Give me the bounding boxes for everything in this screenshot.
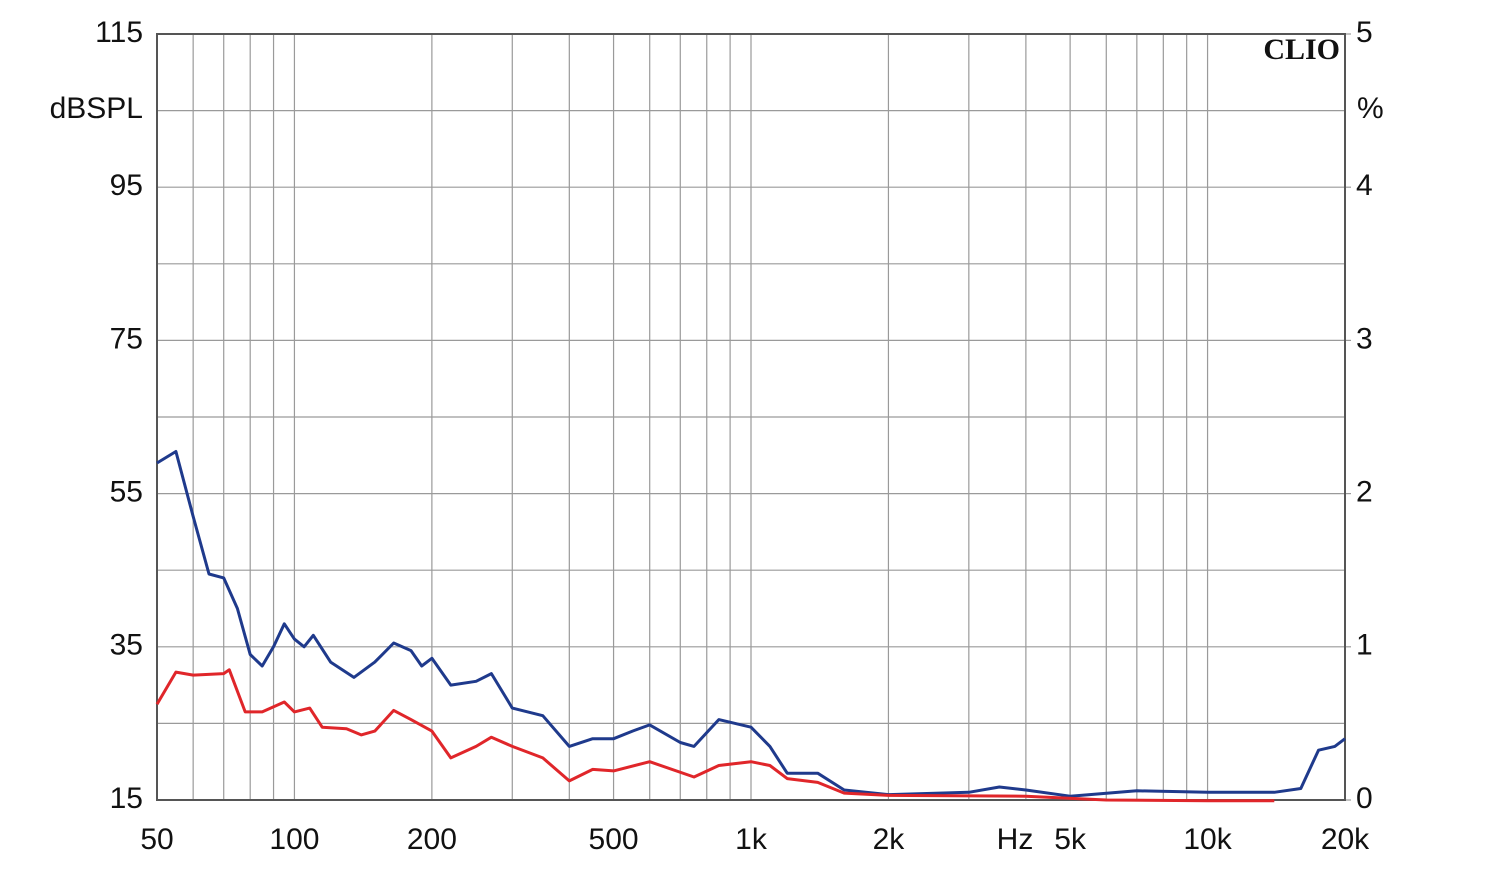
y-tick-label: 35	[110, 629, 143, 662]
x-tick-label: 10k	[1183, 823, 1232, 856]
y-tick-label: 55	[110, 476, 143, 509]
y-tick-label: 115	[95, 16, 143, 49]
y2-tick-label: 2	[1356, 476, 1373, 509]
x-tick-label: 20k	[1321, 823, 1370, 856]
y2-tick-label: 1	[1356, 629, 1373, 662]
y-tick-label: 75	[110, 322, 143, 355]
x-tick-label: 500	[589, 823, 639, 856]
y-axis-label: dBSPL	[50, 92, 143, 125]
y2-tick-label: 5	[1356, 16, 1373, 49]
data-line	[156, 450, 1346, 798]
x-axis-label: Hz	[997, 823, 1034, 856]
x-tick-label: 200	[407, 823, 457, 856]
y2-tick-label: 3	[1356, 322, 1373, 355]
x-tick-label: 1k	[735, 823, 768, 856]
y2-tick-label: 4	[1356, 169, 1373, 202]
data-line	[155, 668, 1275, 803]
y2-axis-label: %	[1357, 92, 1384, 125]
x-tick-label: 50	[140, 823, 173, 856]
y-tick-label: 95	[110, 169, 143, 202]
x-tick-label: 100	[269, 823, 319, 856]
y-tick-label: 15	[110, 782, 143, 815]
x-tick-label: 2k	[873, 823, 906, 856]
x-tick-label: 5k	[1054, 823, 1087, 856]
annotation: CLIO	[1263, 33, 1340, 66]
y2-tick-label: 0	[1356, 782, 1373, 815]
plot-frame	[156, 33, 1346, 801]
